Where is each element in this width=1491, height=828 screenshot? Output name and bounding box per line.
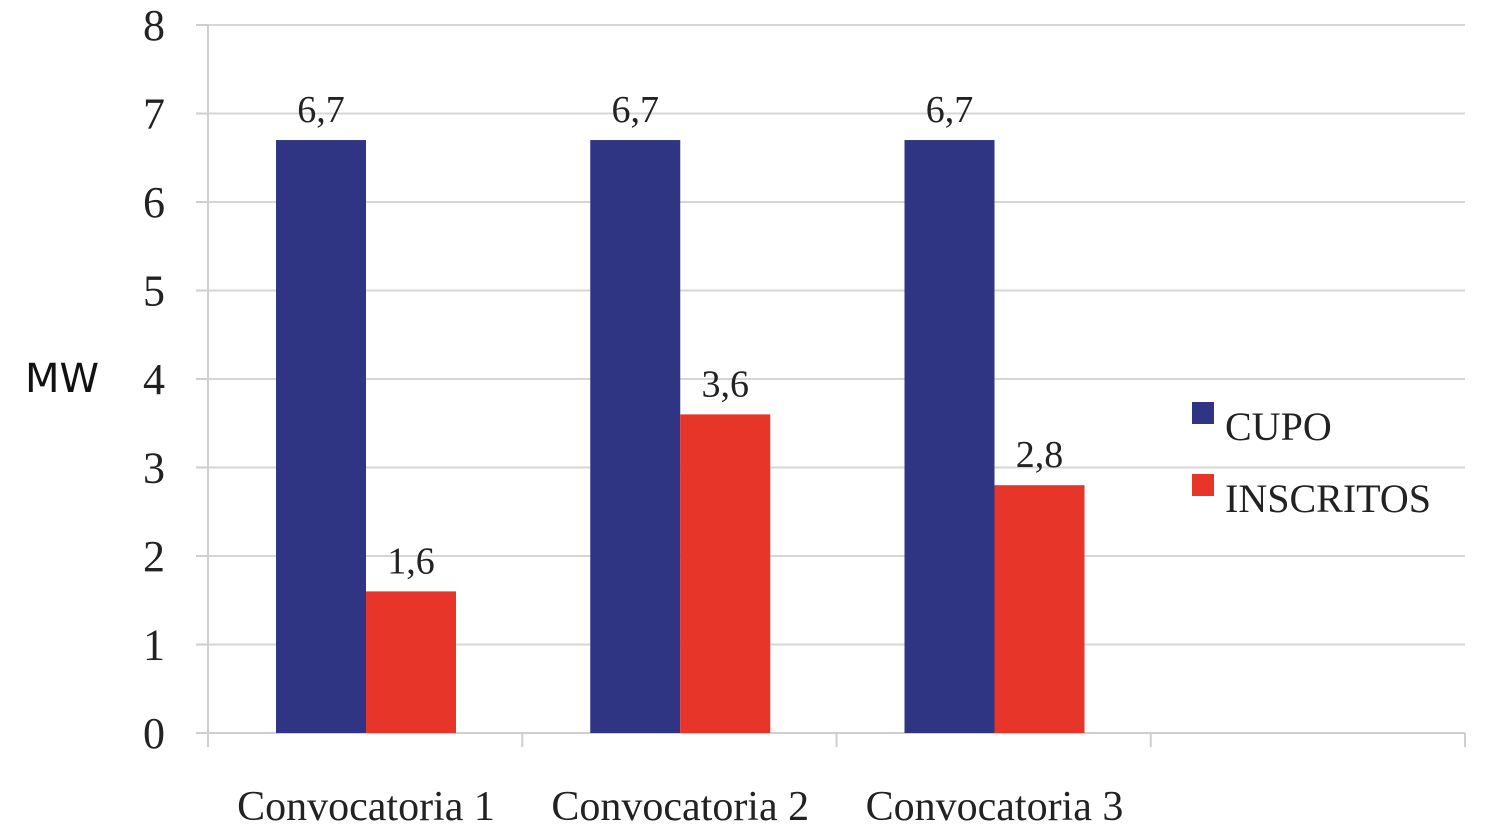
data-label: 6,7 bbox=[297, 89, 345, 131]
category-labels: Convocatoria 1 Convocatoria 2 Convocatoria… bbox=[237, 784, 1123, 828]
y-axis-title: MW bbox=[25, 356, 99, 402]
y-tick-label: 4 bbox=[143, 355, 165, 404]
y-tick-label: 3 bbox=[143, 444, 165, 493]
y-tick-label: 2 bbox=[143, 532, 165, 581]
bar-cupo-1 bbox=[276, 140, 366, 734]
legend-label: INSCRITOS bbox=[1225, 476, 1431, 521]
gridlines bbox=[208, 24, 1465, 646]
y-tick-label: 8 bbox=[143, 1, 165, 50]
data-label: 6,7 bbox=[612, 89, 660, 131]
bar-cupo-2 bbox=[590, 140, 681, 734]
y-tick-label: 7 bbox=[143, 90, 165, 139]
y-tick-label: 0 bbox=[143, 709, 165, 758]
category-label: Convocatoria 2 bbox=[551, 784, 809, 828]
category-label: Convocatoria 3 bbox=[866, 784, 1124, 828]
legend-swatch bbox=[1192, 474, 1214, 496]
legend-swatch bbox=[1192, 402, 1214, 424]
legend: CUPO INSCRITOS bbox=[1192, 402, 1431, 521]
y-tick-label: 6 bbox=[143, 178, 165, 227]
bar-inscritos-2 bbox=[680, 414, 771, 733]
data-label: 2,8 bbox=[1016, 434, 1064, 476]
y-tick-label: 5 bbox=[143, 267, 165, 316]
data-label: 6,7 bbox=[926, 89, 974, 131]
category-label: Convocatoria 1 bbox=[237, 784, 495, 828]
bar-inscritos-3 bbox=[994, 485, 1085, 733]
y-tick-label: 1 bbox=[143, 621, 165, 670]
legend-label: CUPO bbox=[1225, 404, 1332, 449]
data-label: 3,6 bbox=[702, 363, 750, 405]
bar-inscritos-1 bbox=[366, 591, 456, 733]
bars bbox=[276, 140, 1085, 734]
bar-cupo-3 bbox=[904, 140, 995, 734]
data-label: 1,6 bbox=[387, 540, 435, 582]
tick-labels: 0 1 2 3 4 5 6 7 8 bbox=[143, 1, 165, 758]
data-labels: 6,7 1,6 6,7 3,6 6,7 2,8 bbox=[297, 89, 1063, 582]
